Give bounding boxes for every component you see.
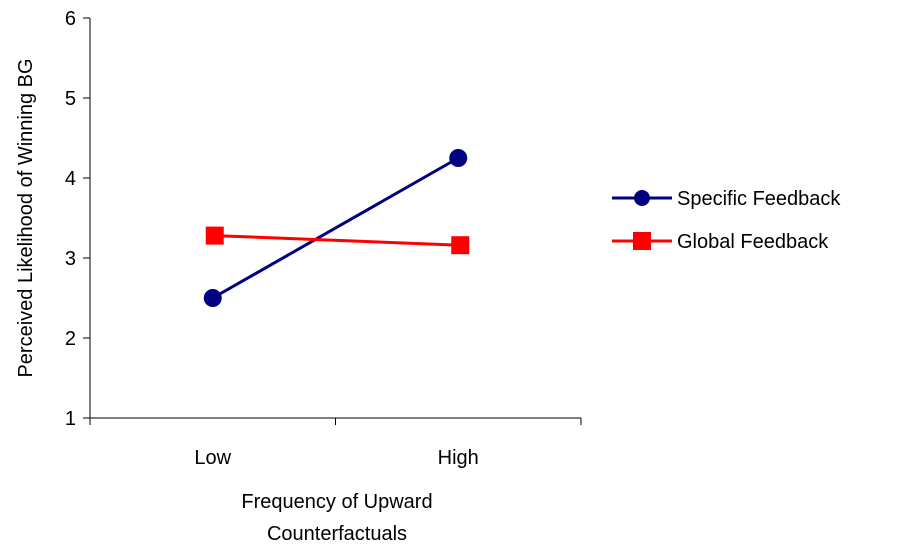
y-tick-labels: 1 2 3 4 5 6 — [65, 8, 90, 430]
y-tick-label: 1 — [65, 408, 76, 430]
x-axis-label-line-1: Frequency of Upward — [241, 491, 432, 513]
legend-marker-square — [633, 232, 651, 250]
x-axis-label-line-2: Counterfactuals — [267, 523, 407, 545]
legend-marker-circle — [634, 190, 650, 206]
series-line-global — [214, 234, 461, 247]
data-point-square — [451, 236, 470, 255]
y-axis-label: Perceived Likelihood of Winning BG — [15, 58, 37, 377]
legend-label: Specific Feedback — [677, 188, 841, 210]
x-tick-labels: Low High — [89, 418, 582, 469]
series-group — [203, 149, 470, 307]
data-point-square — [205, 226, 224, 245]
y-tick-label: 6 — [65, 8, 76, 30]
x-tick-label: High — [438, 447, 479, 469]
axes — [89, 18, 581, 419]
y-tick-label: 2 — [65, 328, 76, 350]
data-point-circle — [203, 289, 222, 307]
y-tick-label: 5 — [65, 88, 76, 110]
series-line-specific — [212, 156, 459, 300]
data-point-circle — [449, 149, 468, 167]
y-tick-label: 4 — [65, 168, 76, 190]
legend-label: Global Feedback — [677, 231, 829, 253]
x-tick-label: Low — [194, 447, 231, 469]
y-tick-label: 3 — [65, 248, 76, 270]
legend: Specific Feedback Global Feedback — [612, 188, 841, 253]
